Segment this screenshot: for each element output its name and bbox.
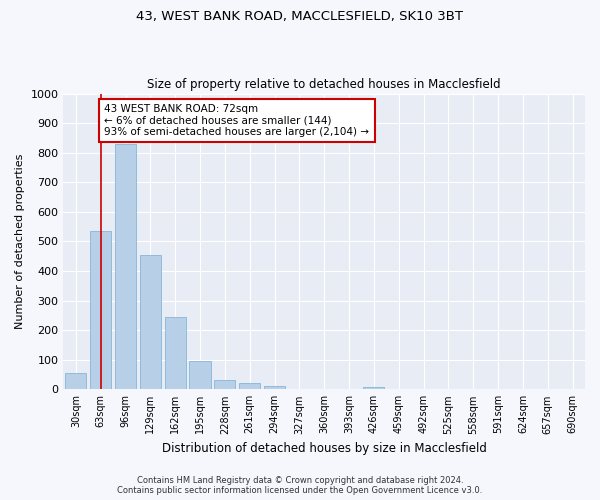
Y-axis label: Number of detached properties: Number of detached properties	[15, 154, 25, 329]
Title: Size of property relative to detached houses in Macclesfield: Size of property relative to detached ho…	[148, 78, 501, 91]
Bar	[90, 231, 111, 390]
Bar	[239, 384, 260, 390]
Text: 43 WEST BANK ROAD: 72sqm
← 6% of detached houses are smaller (144)
93% of semi-d: 43 WEST BANK ROAD: 72sqm ← 6% of detache…	[104, 104, 370, 137]
Bar	[164, 317, 186, 390]
Bar	[115, 144, 136, 390]
X-axis label: Distribution of detached houses by size in Macclesfield: Distribution of detached houses by size …	[162, 442, 487, 455]
Bar	[140, 254, 161, 390]
Bar	[65, 373, 86, 390]
Bar	[364, 387, 385, 390]
Text: Contains HM Land Registry data © Crown copyright and database right 2024.
Contai: Contains HM Land Registry data © Crown c…	[118, 476, 482, 495]
Text: 43, WEST BANK ROAD, MACCLESFIELD, SK10 3BT: 43, WEST BANK ROAD, MACCLESFIELD, SK10 3…	[137, 10, 464, 23]
Bar	[264, 386, 285, 390]
Bar	[214, 380, 235, 390]
Bar	[190, 361, 211, 390]
